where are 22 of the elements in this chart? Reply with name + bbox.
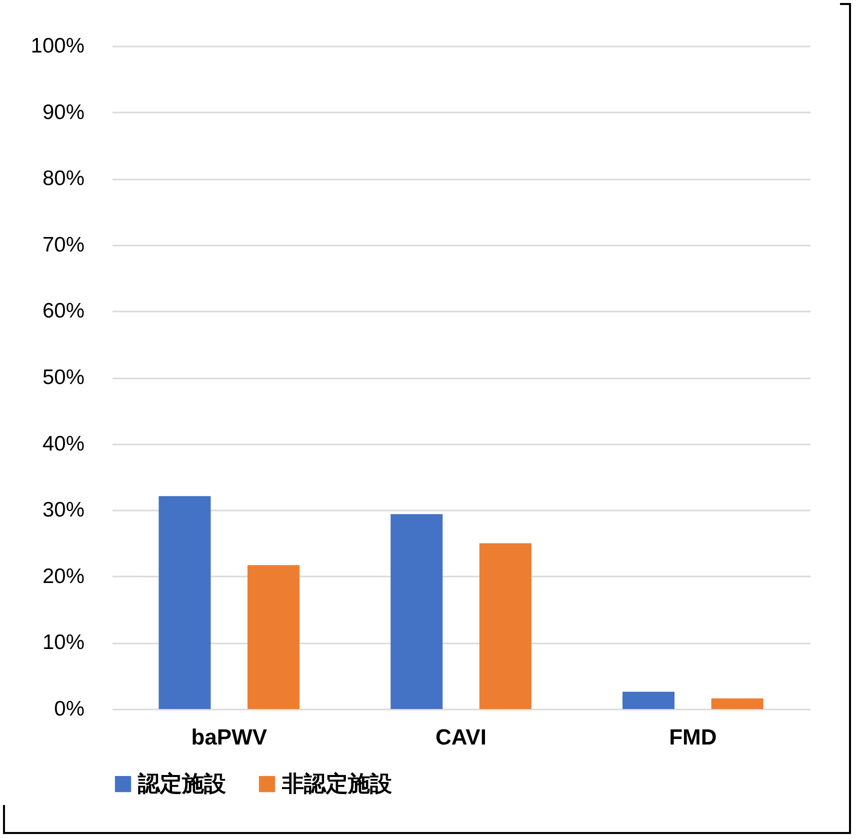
x-tick-label: baPWV [191,724,268,750]
legend-label: 非認定施設 [281,771,393,796]
y-tick-label: 70% [42,233,84,256]
y-tick-label: 100% [30,34,84,58]
y-tick-label: 20% [42,564,84,588]
y-tick-label: 80% [42,167,84,190]
legend-label: 認定施設 [137,771,227,796]
y-tick-label: 90% [42,100,84,124]
bar [247,565,300,709]
y-tick-label: 0% [54,698,84,720]
y-tick-label: 50% [42,366,84,389]
y-tick-label: 40% [42,432,84,456]
bar [479,543,532,709]
y-tick-label: 10% [42,631,84,654]
bar [390,514,443,709]
bar [711,698,764,709]
x-tick-label: FMD [669,724,717,750]
bar [622,692,675,709]
bar [158,496,211,709]
y-tick-label: 30% [42,498,84,522]
x-tick-label: CAVI [436,724,486,750]
y-tick-label: 60% [42,300,84,323]
